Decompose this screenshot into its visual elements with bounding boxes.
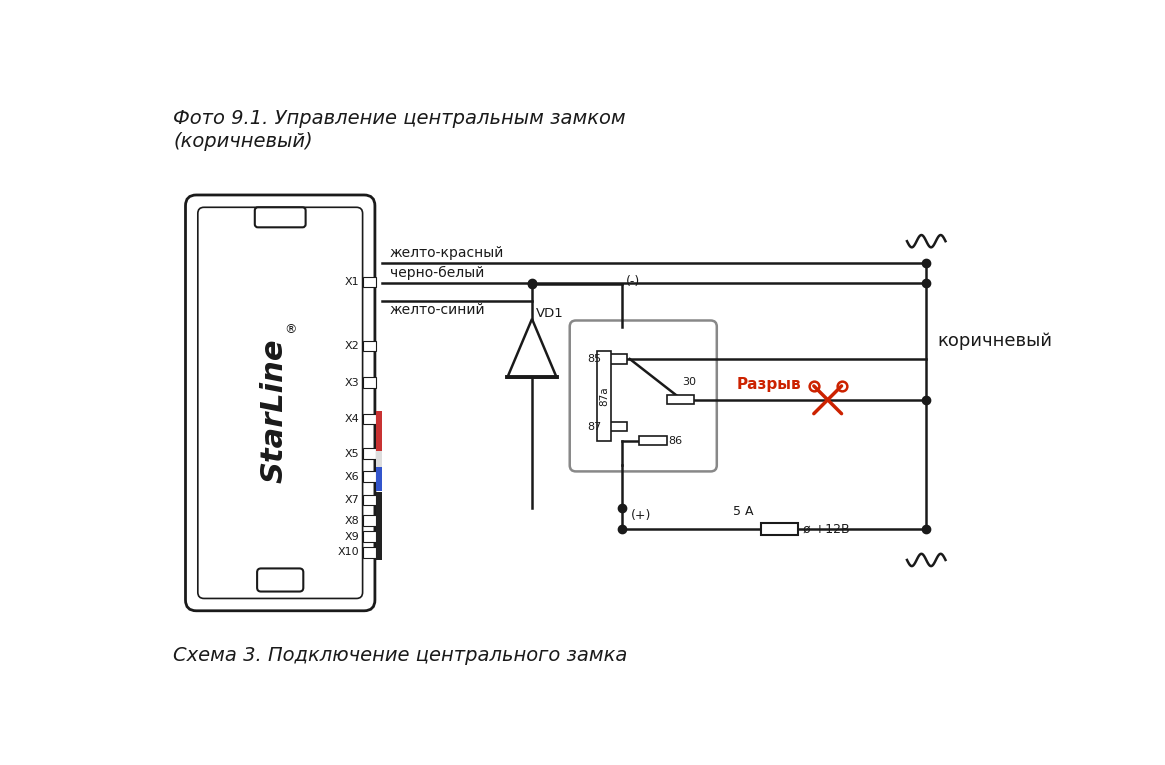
Bar [666, 396, 694, 405]
Text: X1: X1 [345, 277, 360, 287]
Text: X10: X10 [338, 547, 360, 557]
Text: X3: X3 [345, 378, 360, 388]
Bar [362, 516, 376, 526]
Text: ®: ® [284, 324, 297, 337]
FancyBboxPatch shape [255, 207, 305, 227]
Text: 85: 85 [587, 354, 601, 364]
Bar [376, 412, 382, 451]
Bar [600, 354, 628, 363]
Text: X4: X4 [345, 414, 360, 424]
Text: Фото 9.1. Управление центральным замком: Фото 9.1. Управление центральным замком [174, 109, 626, 128]
Bar [362, 340, 376, 351]
Text: X2: X2 [345, 341, 360, 351]
Text: (коричневый): (коричневый) [174, 132, 312, 151]
Bar [600, 422, 628, 431]
Text: 87: 87 [587, 422, 601, 431]
Text: 5 А: 5 А [733, 506, 754, 519]
Text: Разрыв: Разрыв [737, 377, 802, 392]
Bar [598, 351, 612, 441]
Text: Схема 3. Подключение центрального замка: Схема 3. Подключение центрального замка [174, 646, 628, 666]
Text: желто-синий: желто-синий [389, 303, 485, 317]
Text: (-): (-) [626, 275, 641, 288]
Bar [376, 492, 382, 560]
Polygon shape [507, 319, 557, 377]
Text: желто-красный: желто-красный [389, 246, 504, 259]
Bar [362, 377, 376, 389]
Text: StarLine: StarLine [260, 338, 289, 483]
Text: X7: X7 [345, 495, 360, 505]
FancyBboxPatch shape [257, 568, 303, 591]
Bar [362, 414, 376, 425]
Text: 30: 30 [683, 377, 697, 388]
Text: ø +12В: ø +12В [803, 522, 849, 535]
Bar [362, 532, 376, 542]
FancyBboxPatch shape [185, 195, 375, 610]
Bar [362, 448, 376, 459]
Text: 86: 86 [669, 435, 683, 445]
Bar [362, 494, 376, 506]
Text: VD1: VD1 [536, 308, 564, 321]
FancyBboxPatch shape [570, 321, 716, 471]
Bar [362, 277, 376, 288]
Text: 87a: 87a [599, 386, 609, 405]
Text: черно-белый: черно-белый [389, 265, 483, 280]
Bar [362, 547, 376, 558]
Bar [762, 523, 798, 535]
FancyBboxPatch shape [198, 207, 362, 598]
Bar [640, 436, 666, 445]
Text: X9: X9 [345, 532, 360, 542]
Text: X5: X5 [345, 449, 360, 459]
Text: коричневый: коричневый [938, 332, 1053, 350]
Bar [362, 471, 376, 482]
Text: X8: X8 [345, 516, 360, 526]
Bar [376, 467, 382, 491]
Bar [376, 451, 382, 467]
Text: (+): (+) [631, 509, 651, 522]
Text: X6: X6 [345, 472, 360, 482]
